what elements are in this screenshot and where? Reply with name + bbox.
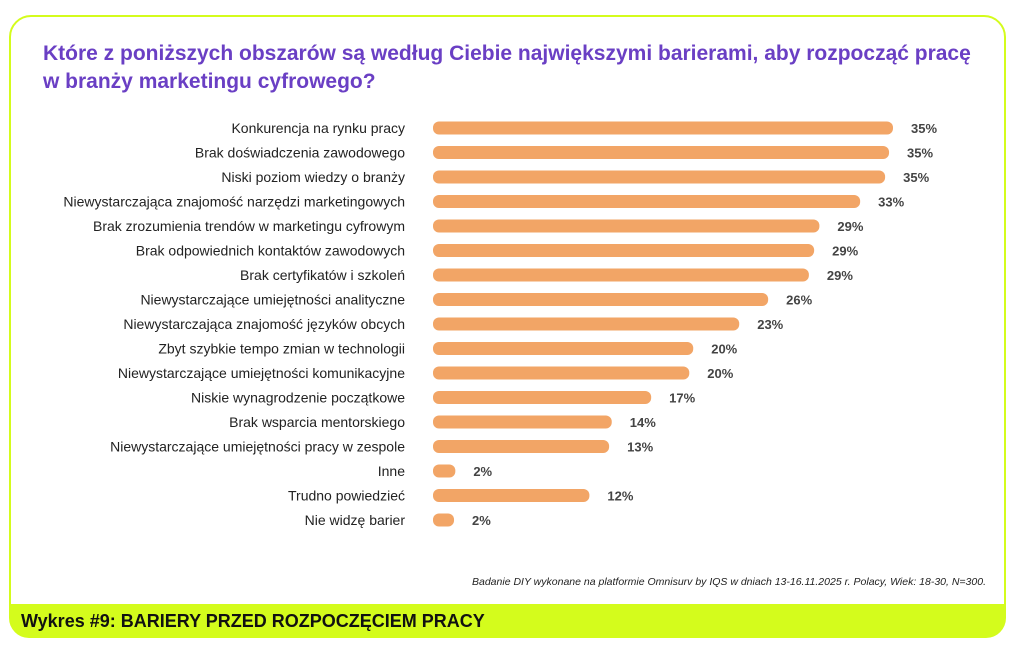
data-label: 35%	[903, 170, 929, 185]
source-note: Badanie DIY wykonane na platformie Omnis…	[472, 576, 986, 588]
data-label: 17%	[669, 391, 695, 406]
footer-banner: Wykres #9: BARIERY PRZED ROZPOCZĘCIEM PR…	[9, 604, 1006, 638]
bar	[433, 342, 694, 355]
bar	[433, 489, 590, 502]
bar	[433, 219, 820, 233]
data-label: 35%	[907, 146, 933, 161]
category-label: Trudno powiedzieć	[288, 488, 405, 504]
bar	[433, 440, 610, 453]
category-label: Konkurencja na rynku pracy	[231, 120, 405, 136]
category-label: Niewystarczające umiejętności pracy w ze…	[110, 439, 405, 455]
data-label: 20%	[707, 366, 733, 381]
bar	[433, 170, 886, 184]
data-label: 13%	[627, 440, 653, 455]
bar	[433, 195, 861, 208]
category-label: Brak certyfikatów i szkoleń	[240, 267, 405, 283]
bar	[433, 268, 809, 282]
category-label: Niewystarczające umiejętności analityczn…	[140, 292, 405, 308]
data-label: 33%	[878, 195, 904, 210]
bar	[433, 293, 769, 306]
data-label: 26%	[786, 293, 812, 308]
category-label: Brak zrozumienia trendów w marketingu cy…	[93, 218, 405, 234]
bar	[433, 121, 893, 135]
category-label: Niewystarczające umiejętności komunikacy…	[118, 365, 405, 381]
bar	[433, 464, 456, 478]
data-label: 29%	[832, 244, 858, 259]
category-label: Nie widzę barier	[305, 512, 406, 528]
category-label: Zbyt szybkie tempo zmian w technologii	[158, 341, 405, 357]
data-label: 29%	[837, 219, 863, 234]
category-label: Niskie wynagrodzenie początkowe	[191, 390, 405, 406]
data-label: 29%	[827, 268, 853, 283]
category-label: Brak wsparcia mentorskiego	[229, 414, 405, 430]
data-label: 2%	[473, 464, 492, 479]
bar	[433, 146, 890, 159]
category-label: Niski poziom wiedzy o branży	[221, 169, 405, 185]
data-label: 2%	[472, 513, 491, 528]
category-label: Brak doświadczenia zawodowego	[195, 145, 405, 161]
category-label: Niewystarczająca znajomość narzędzi mark…	[63, 194, 405, 210]
chart-title: Które z poniższych obszarów są według Ci…	[43, 42, 971, 93]
data-label: 12%	[607, 489, 633, 504]
chart-caption: Wykres #9: BARIERY PRZED ROZPOCZĘCIEM PR…	[21, 611, 485, 631]
bar	[433, 391, 652, 404]
category-label: Inne	[378, 463, 405, 479]
bar	[433, 317, 740, 331]
bar	[433, 513, 455, 527]
bar	[433, 244, 815, 257]
category-label: Niewystarczająca znajomość języków obcyc…	[123, 316, 405, 332]
data-label: 20%	[711, 342, 737, 357]
bar	[433, 415, 612, 429]
data-label: 35%	[911, 121, 937, 136]
bar	[433, 366, 690, 380]
category-label: Brak odpowiednich kontaktów zawodowych	[136, 243, 405, 259]
data-label: 14%	[630, 415, 656, 430]
data-label: 23%	[757, 317, 783, 332]
